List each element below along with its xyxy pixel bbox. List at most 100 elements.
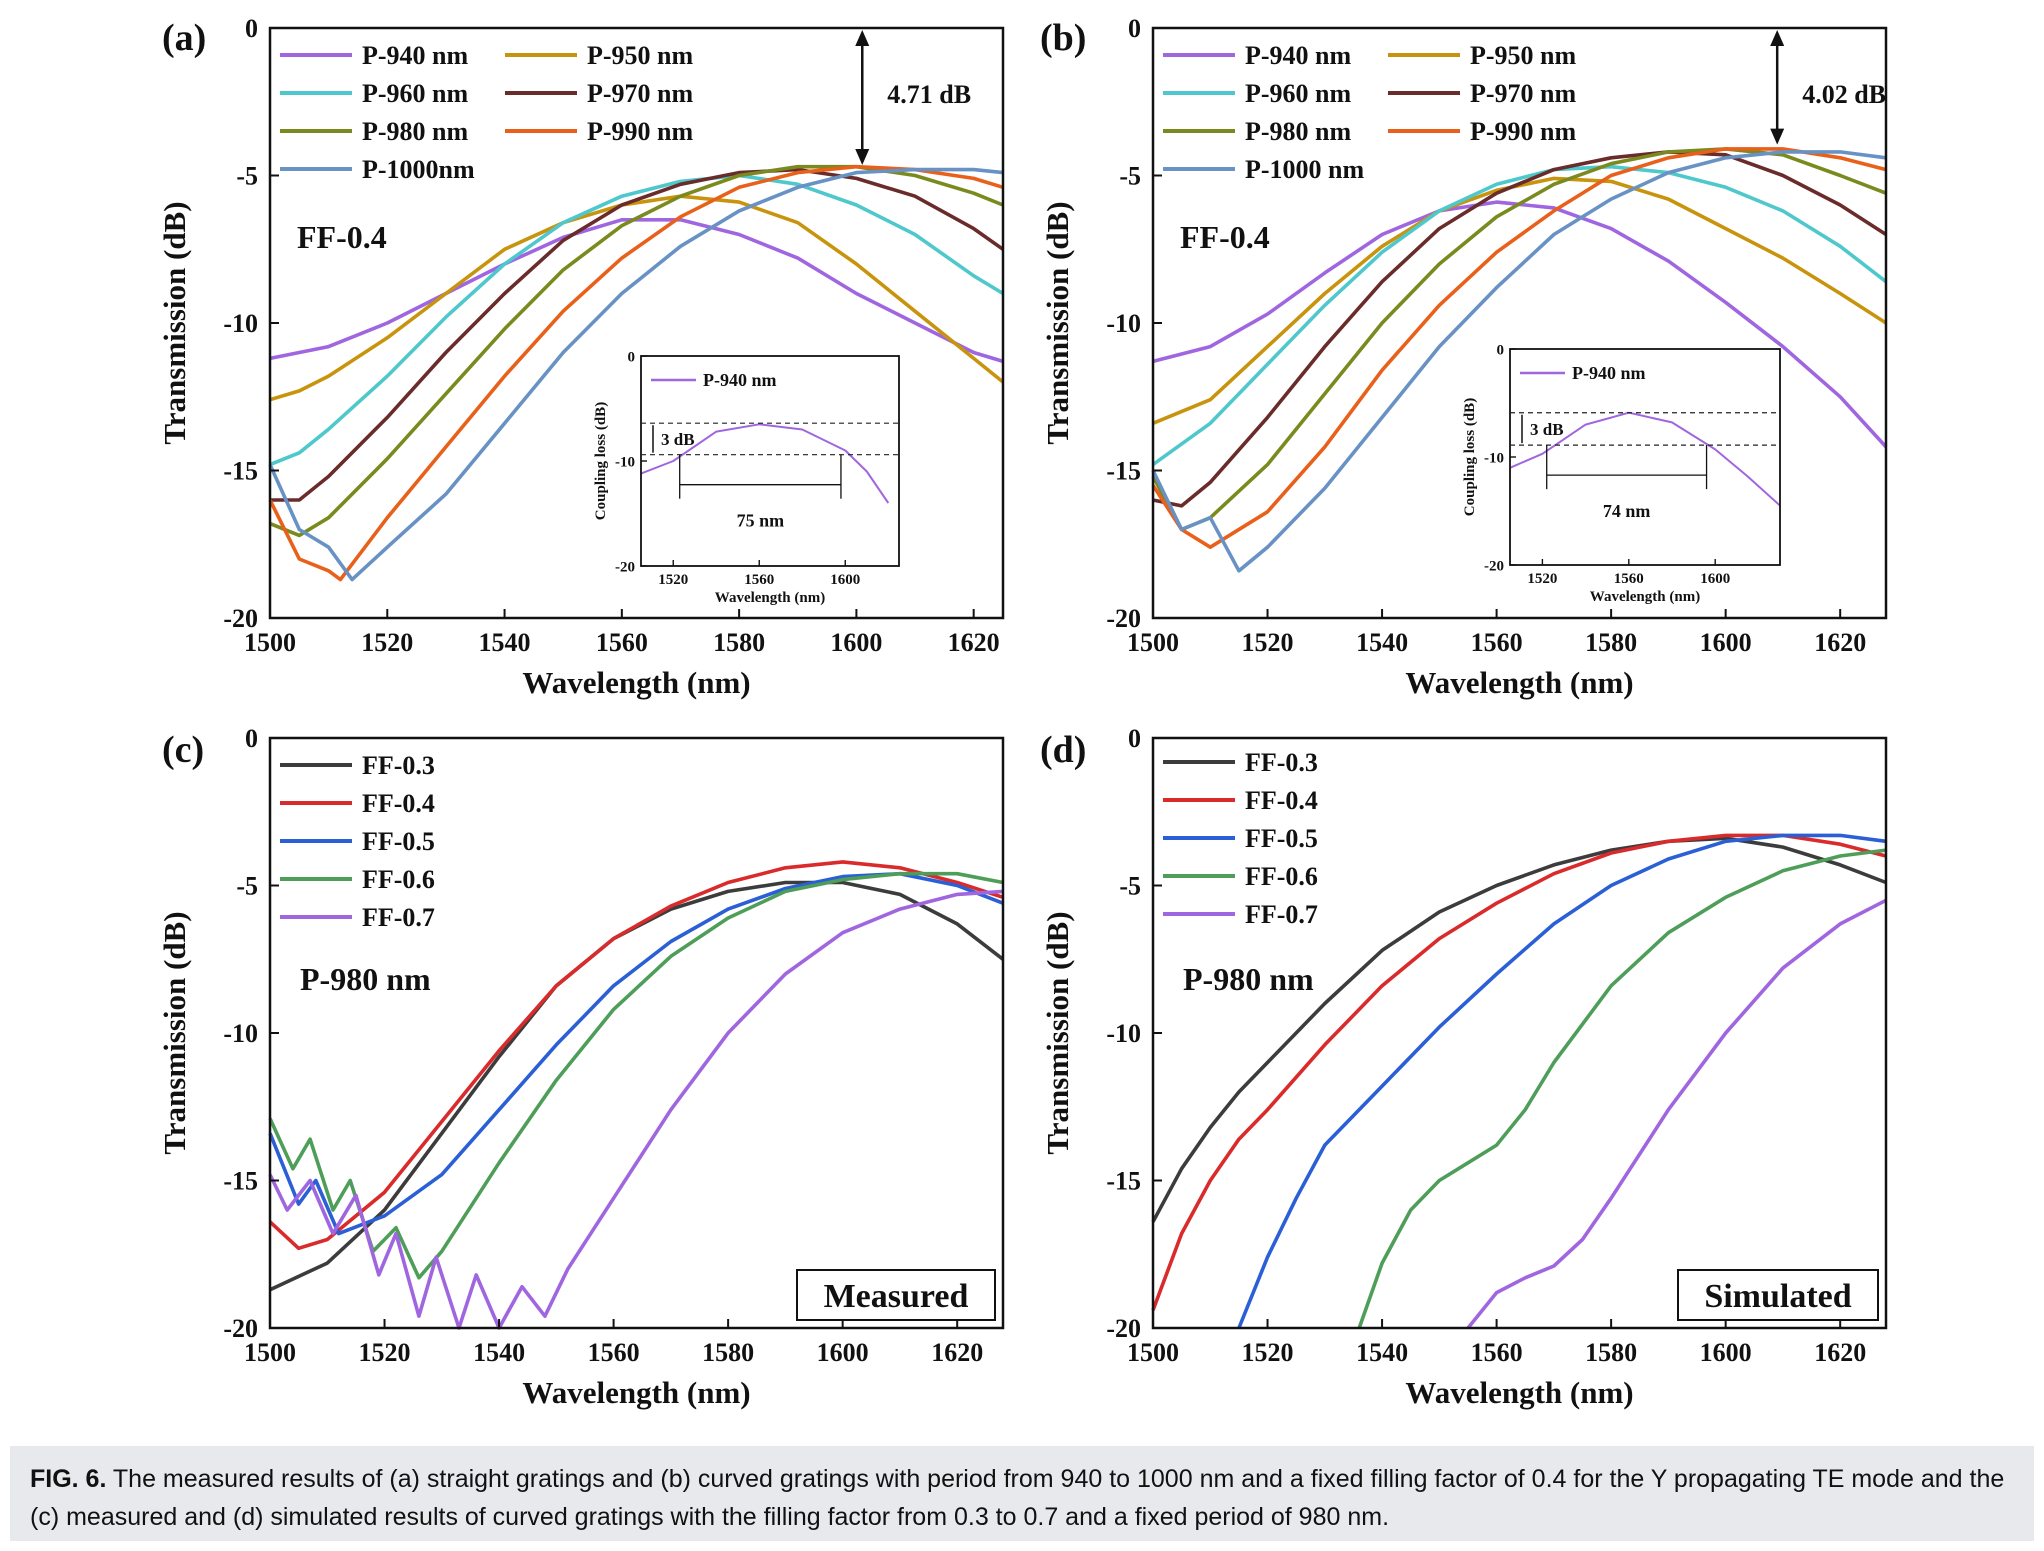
series-line-p-940-nm [1152, 200, 1888, 449]
legend-entry: P-990 nm [587, 117, 694, 146]
y-tick-label: -15 [1106, 1167, 1141, 1196]
inset-y-axis-title: Coupling loss (dB) [1462, 398, 1478, 516]
caption-label: FIG. 6. [30, 1465, 107, 1493]
legend-entry: P-940 nm [1245, 41, 1352, 70]
figure-caption: FIG. 6. The measured results of (a) stra… [10, 1446, 2034, 1541]
x-tick-label: 1580 [1585, 1338, 1637, 1367]
inset-3db-label: 3 dB [661, 430, 695, 449]
x-tick-label: 1520 [1242, 1338, 1294, 1367]
legend-entry: P-960 nm [362, 79, 469, 108]
x-tick-label: 1560 [596, 628, 648, 657]
x-tick-label: 1520 [1242, 628, 1294, 657]
series-line-p-1000nm [268, 167, 1004, 582]
chart-panel-b: 1500 1520 1540 1560 1580 1600 1620 0 -5 -10 -15 -20… [1040, 14, 1888, 700]
x-tick-label: 1520 [361, 628, 413, 657]
legend-entry: FF-0.3 [1245, 748, 1318, 777]
y-tick-label: -15 [223, 1167, 258, 1196]
y-tick-label: -20 [1484, 558, 1504, 574]
legend-entry: P-1000nm [362, 155, 475, 184]
filling-factor-label: FF-0.4 [297, 219, 387, 255]
inset-chart: 1520 1560 1600 0 -10 -20 Wavelength (nm) Coupli… [593, 349, 900, 606]
y-axis-title: Transmission (dB) [1040, 911, 1075, 1154]
x-axis-title: Wavelength (nm) [1405, 1375, 1633, 1410]
x-tick-label: 1600 [1700, 571, 1730, 587]
legend-entry: FF-0.5 [362, 827, 435, 856]
x-tick-label: 1540 [1356, 1338, 1408, 1367]
x-tick-label: 1620 [931, 1338, 983, 1367]
series-line-p-970-nm [270, 167, 1005, 502]
legend-entry: P-970 nm [587, 79, 694, 108]
y-tick-label: -10 [615, 454, 635, 470]
legend-entry: P-940 nm [362, 41, 469, 70]
x-tick-label: 1540 [1356, 628, 1408, 657]
legend-entry: FF-0.6 [362, 865, 435, 894]
series-line-p-940-nm [1509, 411, 1781, 507]
y-axis-title: Transmission (dB) [157, 201, 192, 444]
legend-entry: FF-0.4 [362, 789, 435, 818]
loss-arrow-head-down [855, 148, 870, 165]
x-tick-label: 1520 [359, 1338, 411, 1367]
x-tick-label: 1500 [1127, 1338, 1179, 1367]
y-tick-label: -20 [223, 1314, 258, 1343]
series-line-ff-0-3 [1151, 836, 1887, 1223]
loss-arrow-head-up [855, 30, 870, 46]
y-tick-label: -5 [1119, 872, 1141, 901]
y-tick-label: -5 [1119, 162, 1141, 191]
x-axis-title: Wavelength (nm) [522, 1375, 750, 1410]
y-tick-label: -5 [236, 872, 258, 901]
series-line-ff-0-5 [1237, 833, 1887, 1329]
inset-x-axis-title: Wavelength (nm) [1590, 589, 1700, 605]
panel-label: (d) [1040, 729, 1086, 771]
series-line-p-1000-nm [1151, 150, 1887, 573]
inset-y-axis-title: Coupling loss (dB) [593, 402, 609, 520]
legend-entry: P-980 nm [1245, 117, 1352, 146]
series-line-ff-0-3 [269, 880, 1005, 1292]
legend-entry: P-950 nm [1470, 41, 1577, 70]
x-tick-label: 1560 [1471, 628, 1523, 657]
y-tick-label: -5 [236, 162, 258, 191]
x-tick-label: 1600 [1700, 628, 1752, 657]
y-tick-label: -15 [223, 457, 258, 486]
legend-entry: P-980 nm [362, 117, 469, 146]
legend-entry: FF-0.6 [1245, 862, 1318, 891]
figure: 1500 1520 1540 1560 1580 1600 1620 0 -5 -10 -15 -20… [157, 14, 1888, 1410]
x-tick-label: 1600 [830, 628, 882, 657]
peak-loss-label: 4.02 dB [1802, 80, 1886, 109]
series-line-ff-0-4 [1151, 833, 1887, 1311]
legend-entry: FF-0.3 [362, 751, 435, 780]
x-tick-label: 1500 [244, 628, 296, 657]
legend-entry: P-970 nm [1470, 79, 1577, 108]
series-line-p-940-nm [640, 423, 890, 504]
series-line-p-990-nm [268, 164, 1004, 582]
x-tick-label: 1520 [658, 572, 688, 588]
legend-entry: FF-0.7 [1245, 900, 1318, 929]
y-tick-label: -20 [1106, 1314, 1141, 1343]
x-tick-label: 1620 [948, 628, 1000, 657]
series-line-p-950-nm [1152, 176, 1887, 425]
x-axis-title: Wavelength (nm) [1405, 665, 1633, 700]
y-tick-label: -15 [1106, 457, 1141, 486]
x-tick-label: 1580 [702, 1338, 754, 1367]
x-tick-label: 1600 [830, 572, 860, 588]
data-source-box [796, 1269, 996, 1321]
series-line-p-970-nm [1152, 150, 1887, 508]
caption-text: The measured results of (a) straight gra… [30, 1465, 2005, 1531]
legend-entry: P-1000 nm [1245, 155, 1365, 184]
y-tick-label: -10 [223, 309, 258, 338]
panel-label: (b) [1040, 17, 1086, 59]
y-tick-label: -20 [223, 604, 258, 633]
legend-entry: FF-0.5 [1245, 824, 1318, 853]
inset-legend-entry: P-940 nm [703, 370, 777, 390]
y-tick-label: -10 [1484, 450, 1504, 466]
y-tick-label: -10 [1106, 1019, 1141, 1048]
y-tick-label: 0 [628, 349, 636, 365]
y-tick-label: 0 [1128, 14, 1141, 43]
x-tick-label: 1500 [244, 1338, 296, 1367]
x-tick-label: 1540 [479, 628, 531, 657]
inset-bandwidth-label: 75 nm [737, 511, 785, 531]
y-axis-title: Transmission (dB) [157, 911, 192, 1154]
inset-chart: 1520 1560 1600 0 -10 -20 Wavelength (nm) Coupli… [1462, 342, 1781, 605]
panel-label: (a) [162, 17, 206, 59]
x-tick-label: 1520 [1527, 571, 1557, 587]
y-tick-label: -10 [223, 1019, 258, 1048]
